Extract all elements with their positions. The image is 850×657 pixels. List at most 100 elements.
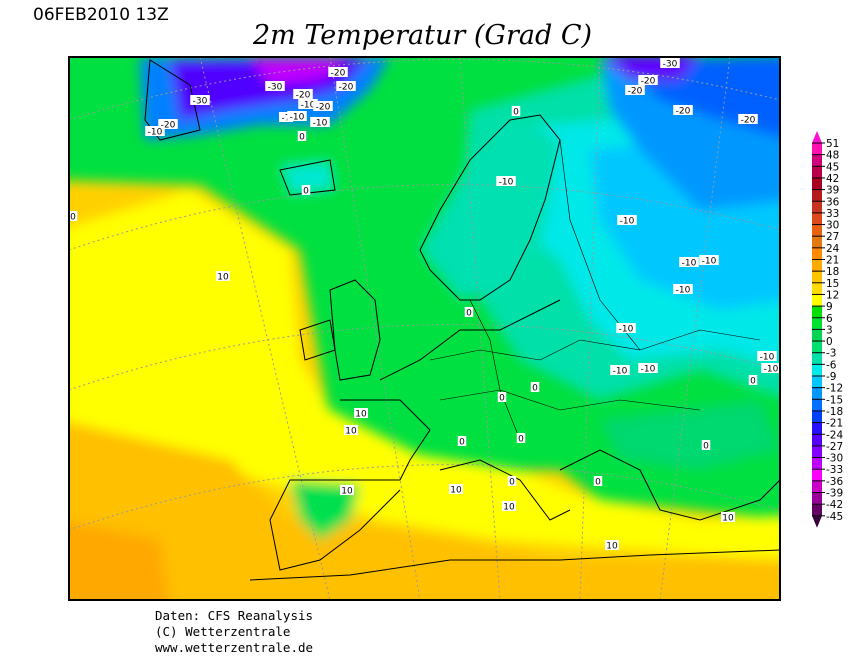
contour-label: 0 <box>509 478 515 488</box>
contour-label: -7 <box>282 114 291 124</box>
contour-label: -30 <box>268 83 283 93</box>
legend-swatch <box>812 480 822 493</box>
legend-swatch <box>812 177 822 190</box>
contour-label-bg <box>301 185 311 195</box>
contour-label-bg <box>298 99 318 109</box>
legend-label: -27 <box>826 441 843 453</box>
contour-label: -10 <box>620 217 635 227</box>
credits-copyright: (C) Wetterzentrale <box>155 624 291 639</box>
legend-swatch <box>812 504 822 517</box>
legend-swatch <box>812 271 822 284</box>
legend-swatch <box>812 410 822 423</box>
contour-label-bg <box>605 540 619 550</box>
contour-label-bg <box>287 111 307 121</box>
contour-label-bg <box>638 75 658 85</box>
legend-swatch <box>812 352 822 365</box>
contour-label-bg <box>145 126 165 136</box>
legend-label: 42 <box>826 173 839 185</box>
contour-label: -10 <box>764 365 779 375</box>
legend-label: 9 <box>826 301 833 313</box>
contour-label-bg <box>354 408 368 418</box>
credits: Daten: CFS Reanalysis (C) Wetterzentrale… <box>155 608 313 656</box>
legend-label: 12 <box>826 289 839 301</box>
contour-label: -10 <box>499 178 514 188</box>
legend-label: 3 <box>826 324 833 336</box>
contour-label: 10 <box>503 503 515 513</box>
legend-label: -6 <box>826 359 837 371</box>
contour-label: 0 <box>303 187 309 197</box>
map-frame <box>68 56 781 601</box>
contour-label-bg <box>701 440 711 450</box>
temperature-field: -30-30-20-20-20-10 -20-10-7 -10-20-10 00010… <box>69 57 780 600</box>
legend-swatch <box>812 422 822 435</box>
contour-label: 0 <box>595 478 601 488</box>
legend-label: -45 <box>826 511 843 523</box>
contour-label-bg <box>216 271 230 281</box>
legend-swatch <box>812 434 822 447</box>
legend-label: -39 <box>826 488 843 500</box>
contour-label: -10 <box>619 325 634 335</box>
contour-label: 0 <box>703 442 709 452</box>
contour-label-bg <box>464 307 474 317</box>
legend-swatch <box>812 236 822 249</box>
contour-label-bg <box>457 436 467 446</box>
contour-label: -10 <box>676 286 691 296</box>
contour-label: 0 <box>459 438 465 448</box>
contour-label: -10 <box>682 259 697 269</box>
legend-swatch <box>812 166 822 179</box>
contour-label: 10 <box>355 410 367 420</box>
legend-label: -12 <box>826 383 843 395</box>
contour-label: -20 <box>296 91 311 101</box>
contour-label: -20 <box>331 69 346 79</box>
contour-label: -10 <box>148 128 163 138</box>
contour-label-bg <box>69 211 78 221</box>
legend-swatch <box>812 329 822 342</box>
contour-label: -20 <box>628 87 643 97</box>
legend-label: 36 <box>826 196 840 208</box>
contour-label: -10 <box>290 113 305 123</box>
legend-swatch <box>812 201 822 214</box>
legend-label: 39 <box>826 185 839 197</box>
legend-label: 30 <box>826 220 839 232</box>
contour-label: 0 <box>466 309 472 319</box>
legend-label: 0 <box>826 336 833 348</box>
color-legend: 51484542393633302724211815129630-3-6-9-1… <box>812 131 843 528</box>
contour-label: -20 <box>641 77 656 87</box>
legend-swatch <box>812 376 822 388</box>
legend-swatch <box>812 224 822 237</box>
contour-label: -20 <box>161 121 176 131</box>
contour-label-bg <box>679 257 699 267</box>
contour-label: 0 <box>518 435 524 445</box>
legend-swatch <box>812 212 822 225</box>
contour-label-bg <box>738 114 758 124</box>
contour-label-bg <box>293 89 313 99</box>
contour-label: -10 <box>760 353 775 363</box>
region-balkans-teal <box>600 400 780 470</box>
region-orange-south <box>69 422 780 600</box>
contour-label-bg <box>340 485 354 495</box>
legend-arrow-bottom <box>812 515 822 528</box>
contour-label-bg <box>336 81 356 91</box>
contour-label: -20 <box>741 116 756 126</box>
legend-swatch <box>812 457 822 470</box>
legend-swatch <box>812 189 822 202</box>
contour-label: 10 <box>341 487 353 497</box>
legend-label: -18 <box>826 406 843 418</box>
credits-website: www.wetterzentrale.de <box>155 640 314 655</box>
legend-label: 45 <box>826 161 839 173</box>
legend-swatch <box>812 259 822 272</box>
contour-label: -30 <box>663 60 678 70</box>
legend-swatch <box>812 341 822 353</box>
legend-swatch <box>812 282 822 295</box>
legend-label: 15 <box>826 278 839 290</box>
legend-swatch <box>812 387 822 400</box>
legend-swatch <box>812 317 822 330</box>
credits-data-source: Daten: CFS Reanalysis <box>155 608 314 623</box>
region-greenland-coldest <box>250 57 350 85</box>
contour-label: 0 <box>513 108 519 118</box>
legend-label: -33 <box>826 464 843 476</box>
region-yellow-atlantic <box>69 190 780 560</box>
legend-swatch <box>812 294 822 307</box>
contour-label-bg <box>313 101 333 111</box>
